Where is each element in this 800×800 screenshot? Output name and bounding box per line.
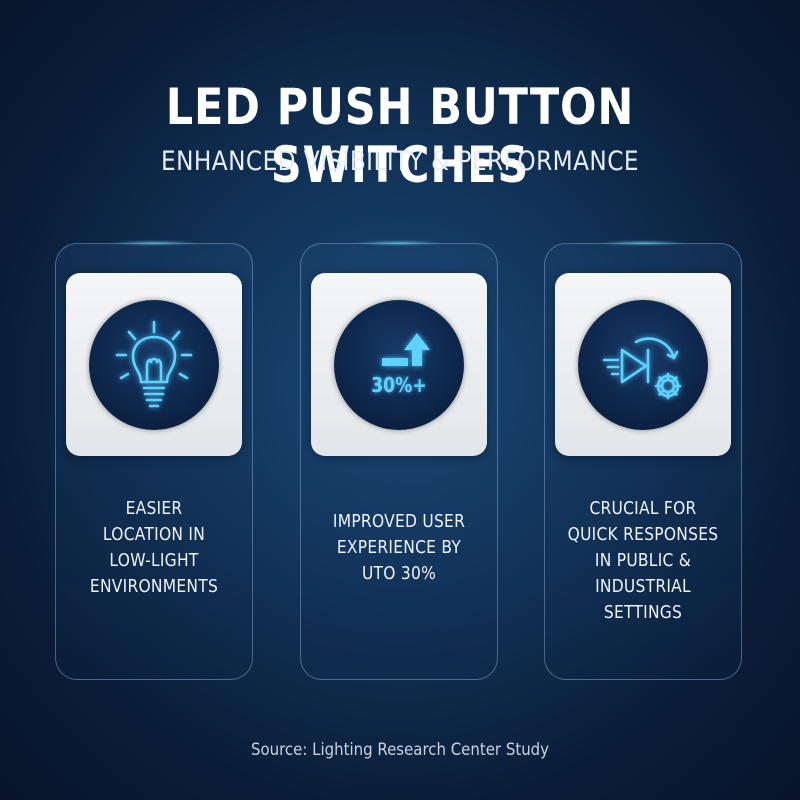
card-text-line: LOW-LIGHT (109, 550, 199, 571)
page-subtitle: ENHANCED VISIBILITY & PERFORMANCE (161, 146, 639, 177)
card-text-line: IN PUBLIC & (594, 550, 692, 571)
source-citation: Source: Lighting Research Center Study (250, 740, 550, 760)
card-text-line: QUICK RESPONSES (567, 524, 719, 545)
card-description: CRUCIAL FOR QUICK RESPONSES IN PUBLIC & … (559, 496, 728, 626)
card-text-line: INDUSTRIAL SETTINGS (595, 576, 691, 623)
icon-tile (66, 273, 242, 456)
card-description: IMPROVED USER EXPERIENCE BY UTO 30% (315, 509, 484, 587)
feature-card-visibility: EASIER LOCATION IN LOW-LIGHT ENVIRONMENT… (55, 243, 253, 680)
lightbulb-icon (115, 320, 193, 408)
card-text-line: CRUCIAL FOR (589, 498, 697, 519)
card-text-line: LOCATION IN (102, 524, 206, 545)
icon-circle (89, 300, 219, 430)
fast-forward-gear-icon (602, 337, 682, 400)
card-text-line: ENVIRONMENTS (89, 576, 219, 597)
card-text-line: UTO 30% (361, 563, 437, 584)
card-text-line: EASIER (125, 498, 183, 519)
arrow-up-icon (382, 333, 430, 366)
icon-tile (555, 273, 731, 456)
page-title: LED PUSH BUTTON SWITCHES (165, 78, 635, 194)
card-text-line: EXPERIENCE BY (336, 537, 462, 558)
icon-circle (578, 300, 708, 430)
feature-card-user-experience: 30%+ IMPROVED USER EXPERIENCE BY UTO 30% (300, 243, 498, 680)
card-text-line: IMPROVED USER (332, 511, 466, 532)
percent-label: 30%+ (371, 373, 427, 397)
icon-circle: 30%+ (334, 300, 464, 430)
feature-card-quick-response: CRUCIAL FOR QUICK RESPONSES IN PUBLIC & … (544, 243, 742, 680)
card-description: EASIER LOCATION IN LOW-LIGHT ENVIRONMENT… (70, 496, 239, 600)
icon-tile: 30%+ (311, 273, 487, 456)
